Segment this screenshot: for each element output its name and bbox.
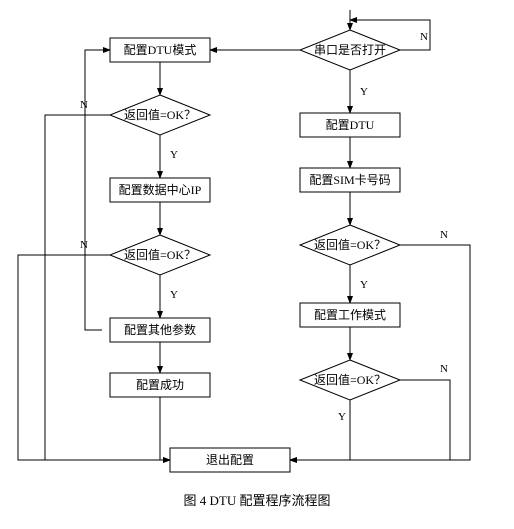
edge-label: Y <box>170 149 178 161</box>
label-l_other: 配置其他参数 <box>124 322 196 337</box>
label-r_work: 配置工作模式 <box>314 308 386 322</box>
edge <box>85 50 110 330</box>
edge-label: N <box>440 363 448 375</box>
label-l_ok2: 返回值=OK？ <box>124 247 196 262</box>
label-r_serial: 串口是否打开 <box>314 43 386 57</box>
figure-caption: 图 4 DTU 配置程序流程图 <box>184 493 331 508</box>
edge-label: Y <box>360 86 368 98</box>
edge-label: N <box>80 99 88 111</box>
label-r_ok1: 返回值=OK？ <box>314 237 386 252</box>
label-r_ok2: 返回值=OK？ <box>314 372 386 387</box>
edge <box>160 397 170 460</box>
edge <box>400 380 450 460</box>
label-r_dtu: 配置DTU <box>326 118 375 132</box>
label-l_ip: 配置数据中心IP <box>119 182 202 197</box>
label-exit: 退出配置 <box>206 453 254 467</box>
edge <box>45 115 170 460</box>
edge-label: N <box>420 31 428 43</box>
label-l_succ: 配置成功 <box>136 378 184 392</box>
label-l_mode: 配置DTU模式 <box>124 43 197 57</box>
edge-label: N <box>440 229 448 241</box>
edge <box>290 245 470 460</box>
edge-label: N <box>80 239 88 251</box>
edge-label: Y <box>170 289 178 301</box>
edge-label: Y <box>360 279 368 291</box>
flowchart: NYYYNNYYNN配置DTU模式返回值=OK？配置数据中心IP返回值=OK？配… <box>0 0 514 529</box>
edge-label: Y <box>338 411 346 423</box>
label-r_sim: 配置SIM卡号码 <box>309 173 390 187</box>
edge <box>18 255 110 460</box>
edge <box>290 400 350 460</box>
label-l_ok1: 返回值=OK？ <box>124 107 196 122</box>
